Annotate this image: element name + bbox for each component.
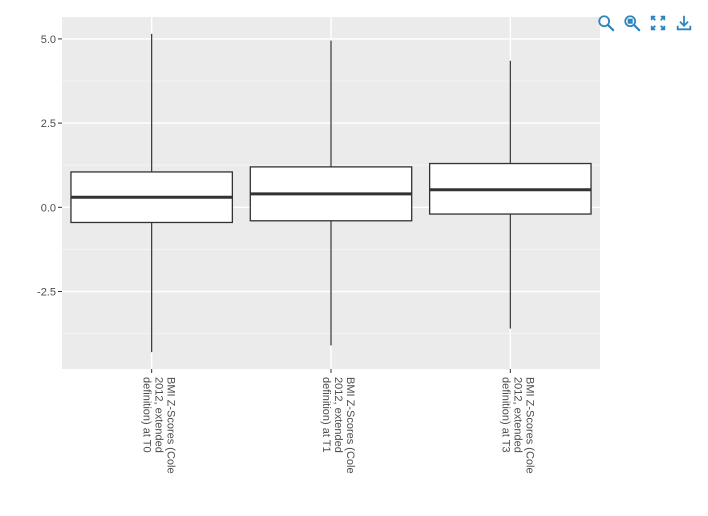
- box-1: [249, 40, 413, 346]
- y-tick-label: -2.5: [37, 287, 56, 299]
- y-tick-label: 5.0: [41, 34, 56, 46]
- zoom-select-icon[interactable]: [622, 12, 642, 34]
- x-tick-label: 2012, extended: [153, 377, 165, 453]
- x-tick-label: 2012, extended: [332, 377, 344, 453]
- download-icon[interactable]: [674, 12, 694, 34]
- x-tick-label: definition) at T0: [141, 377, 153, 453]
- fit-screen-icon[interactable]: [648, 12, 668, 34]
- y-tick-label: 0.0: [41, 202, 56, 214]
- x-tick-label: BMI Z-Scores (Cole: [344, 377, 356, 474]
- x-tick-label: BMI Z-Scores (Cole: [165, 377, 177, 474]
- boxes: [70, 33, 592, 353]
- x-tick-label: BMI Z-Scores (Cole: [523, 377, 535, 474]
- x-tick-label: 2012, extended: [511, 377, 523, 453]
- chart-toolbar: [596, 12, 694, 34]
- zoom-icon[interactable]: [596, 12, 616, 34]
- box-2: [428, 60, 592, 329]
- x-tick-label: definition) at T1: [320, 377, 332, 453]
- y-axis: 5.0 2.5 0.0 -2.5: [37, 34, 62, 299]
- y-tick-label: 2.5: [41, 118, 56, 130]
- box-0: [70, 33, 234, 353]
- x-tick-label: definition) at T3: [499, 377, 511, 453]
